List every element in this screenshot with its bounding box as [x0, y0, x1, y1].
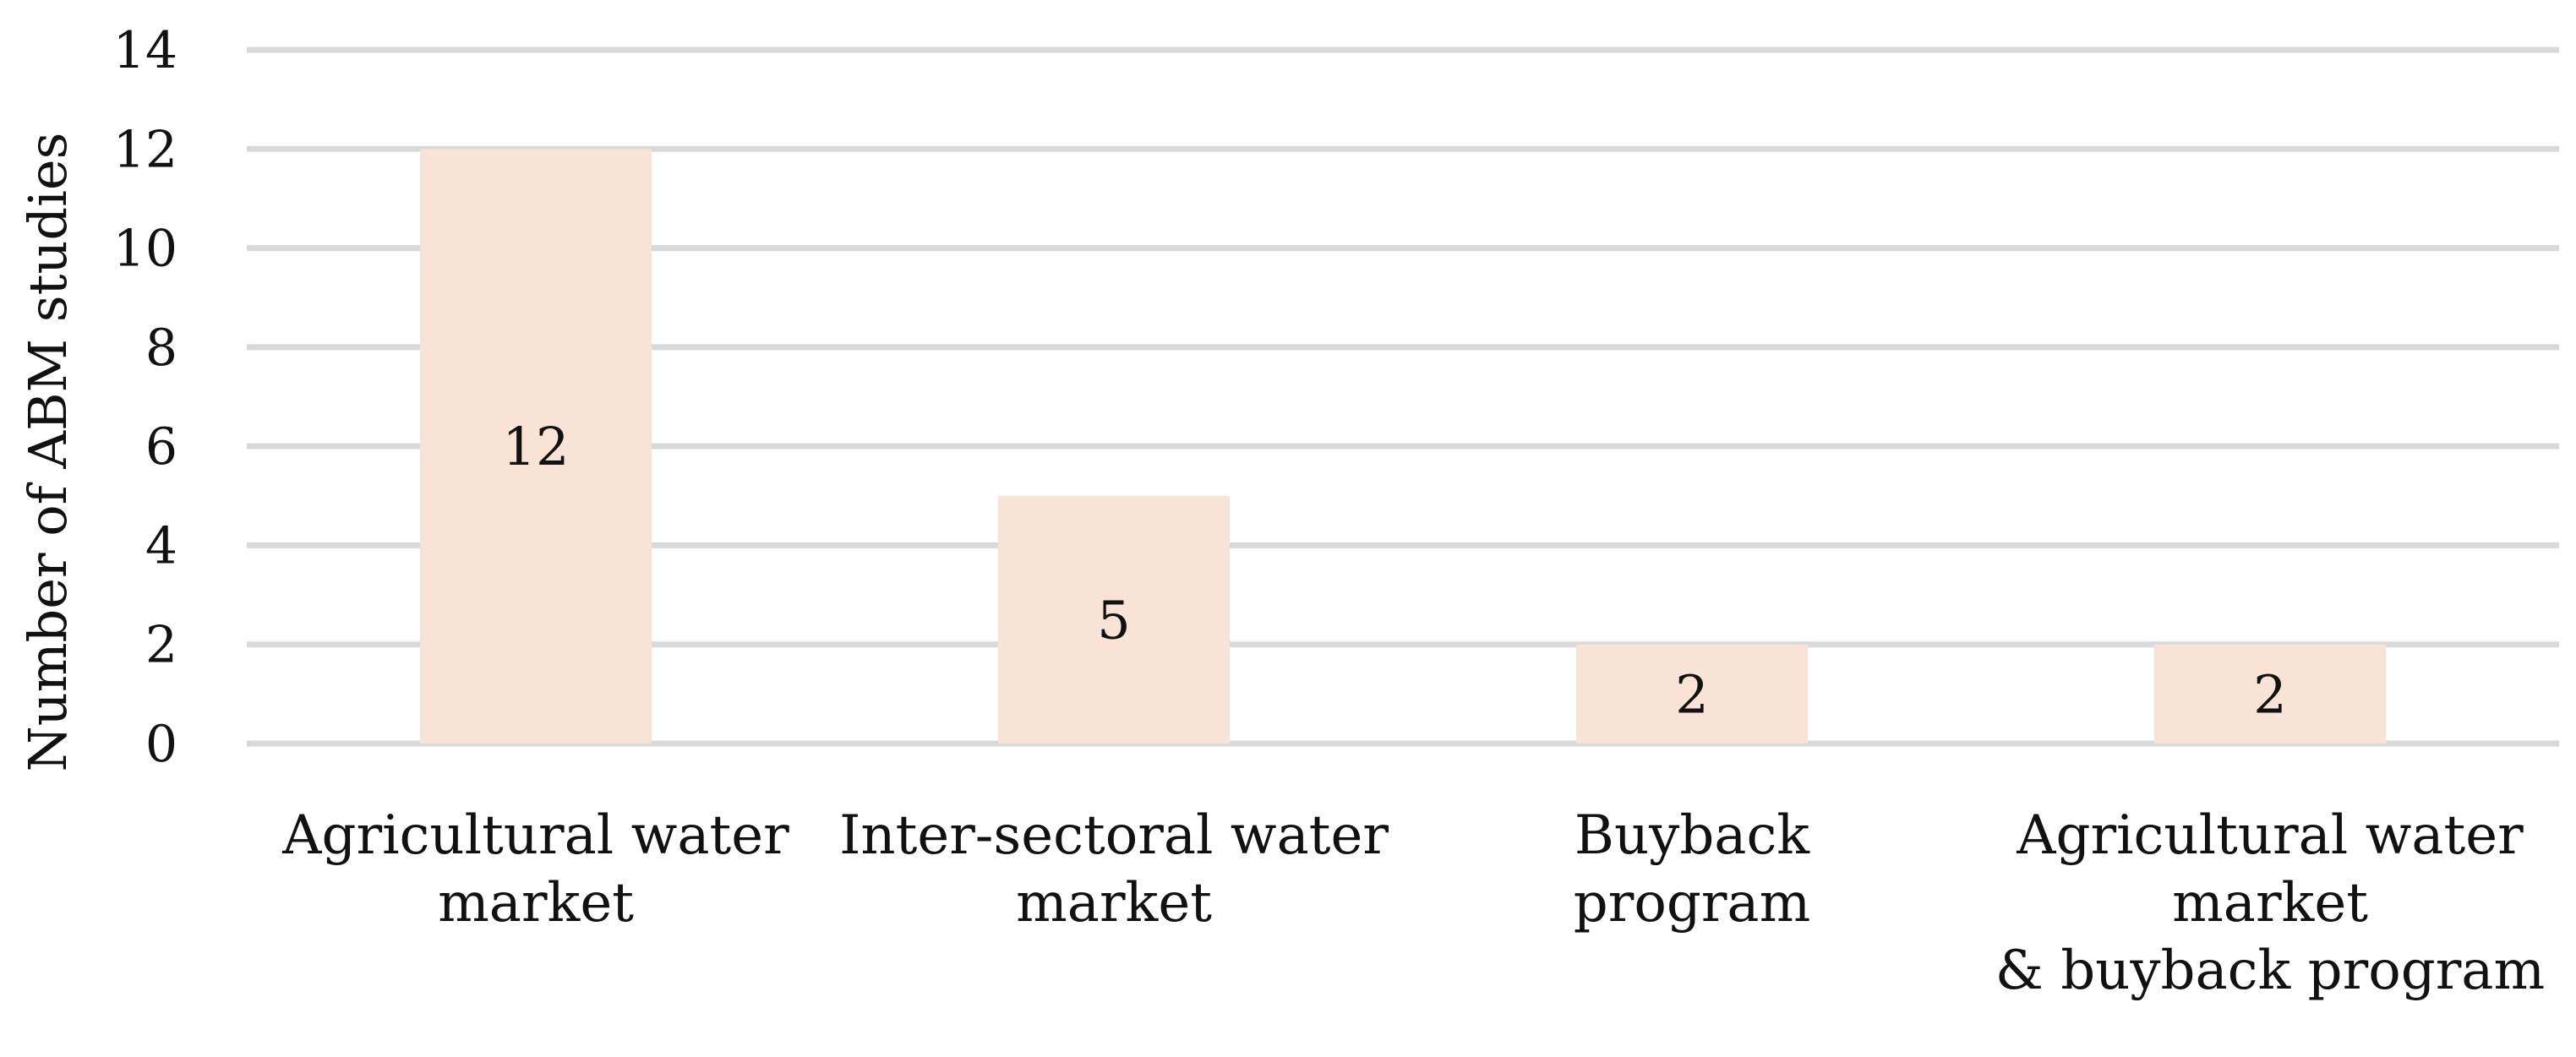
x-category-label: Inter-sectoral water market	[839, 804, 1389, 934]
y-tick-label: 6	[145, 417, 177, 477]
x-category-label-line: program	[1574, 872, 1811, 934]
x-category-label-line: market	[2172, 872, 2368, 934]
bars	[420, 149, 2386, 744]
data-label: 5	[1097, 589, 1130, 651]
y-axis-ticks: 0 2 4 6 8 10 12 14	[113, 21, 177, 774]
x-category-label-line: & buyback program	[1995, 940, 2545, 1002]
x-category-label: Agricultural water market & buyback progra…	[1995, 804, 2545, 1002]
y-tick-label: 4	[145, 516, 177, 575]
y-axis-title: Number of ABM studies	[17, 133, 79, 772]
x-category-label-line: Buyback	[1575, 804, 1810, 867]
bar	[2154, 644, 2386, 744]
y-tick-label: 0	[145, 715, 177, 774]
x-category-label-line: market	[1016, 872, 1212, 934]
x-category-label: Buyback program	[1574, 804, 1811, 934]
bar	[1576, 644, 1808, 744]
y-tick-label: 14	[113, 21, 177, 80]
y-tick-label: 10	[113, 220, 177, 279]
x-category-label: Agricultural water market	[281, 804, 789, 934]
bar	[998, 495, 1230, 744]
y-tick-label: 2	[145, 616, 177, 675]
x-category-label-line: Agricultural water	[2016, 804, 2524, 867]
data-label: 2	[2253, 663, 2286, 725]
bar	[420, 149, 652, 744]
data-labels: 12 5 2 2	[503, 416, 2287, 725]
x-category-label-line: market	[438, 872, 634, 934]
data-label: 2	[1675, 663, 1708, 725]
data-label: 12	[503, 416, 570, 477]
y-tick-label: 12	[113, 120, 177, 179]
x-category-label-line: Inter-sectoral water	[839, 804, 1389, 867]
y-tick-label: 8	[145, 319, 177, 378]
x-category-label-line: Agricultural water	[281, 804, 789, 867]
